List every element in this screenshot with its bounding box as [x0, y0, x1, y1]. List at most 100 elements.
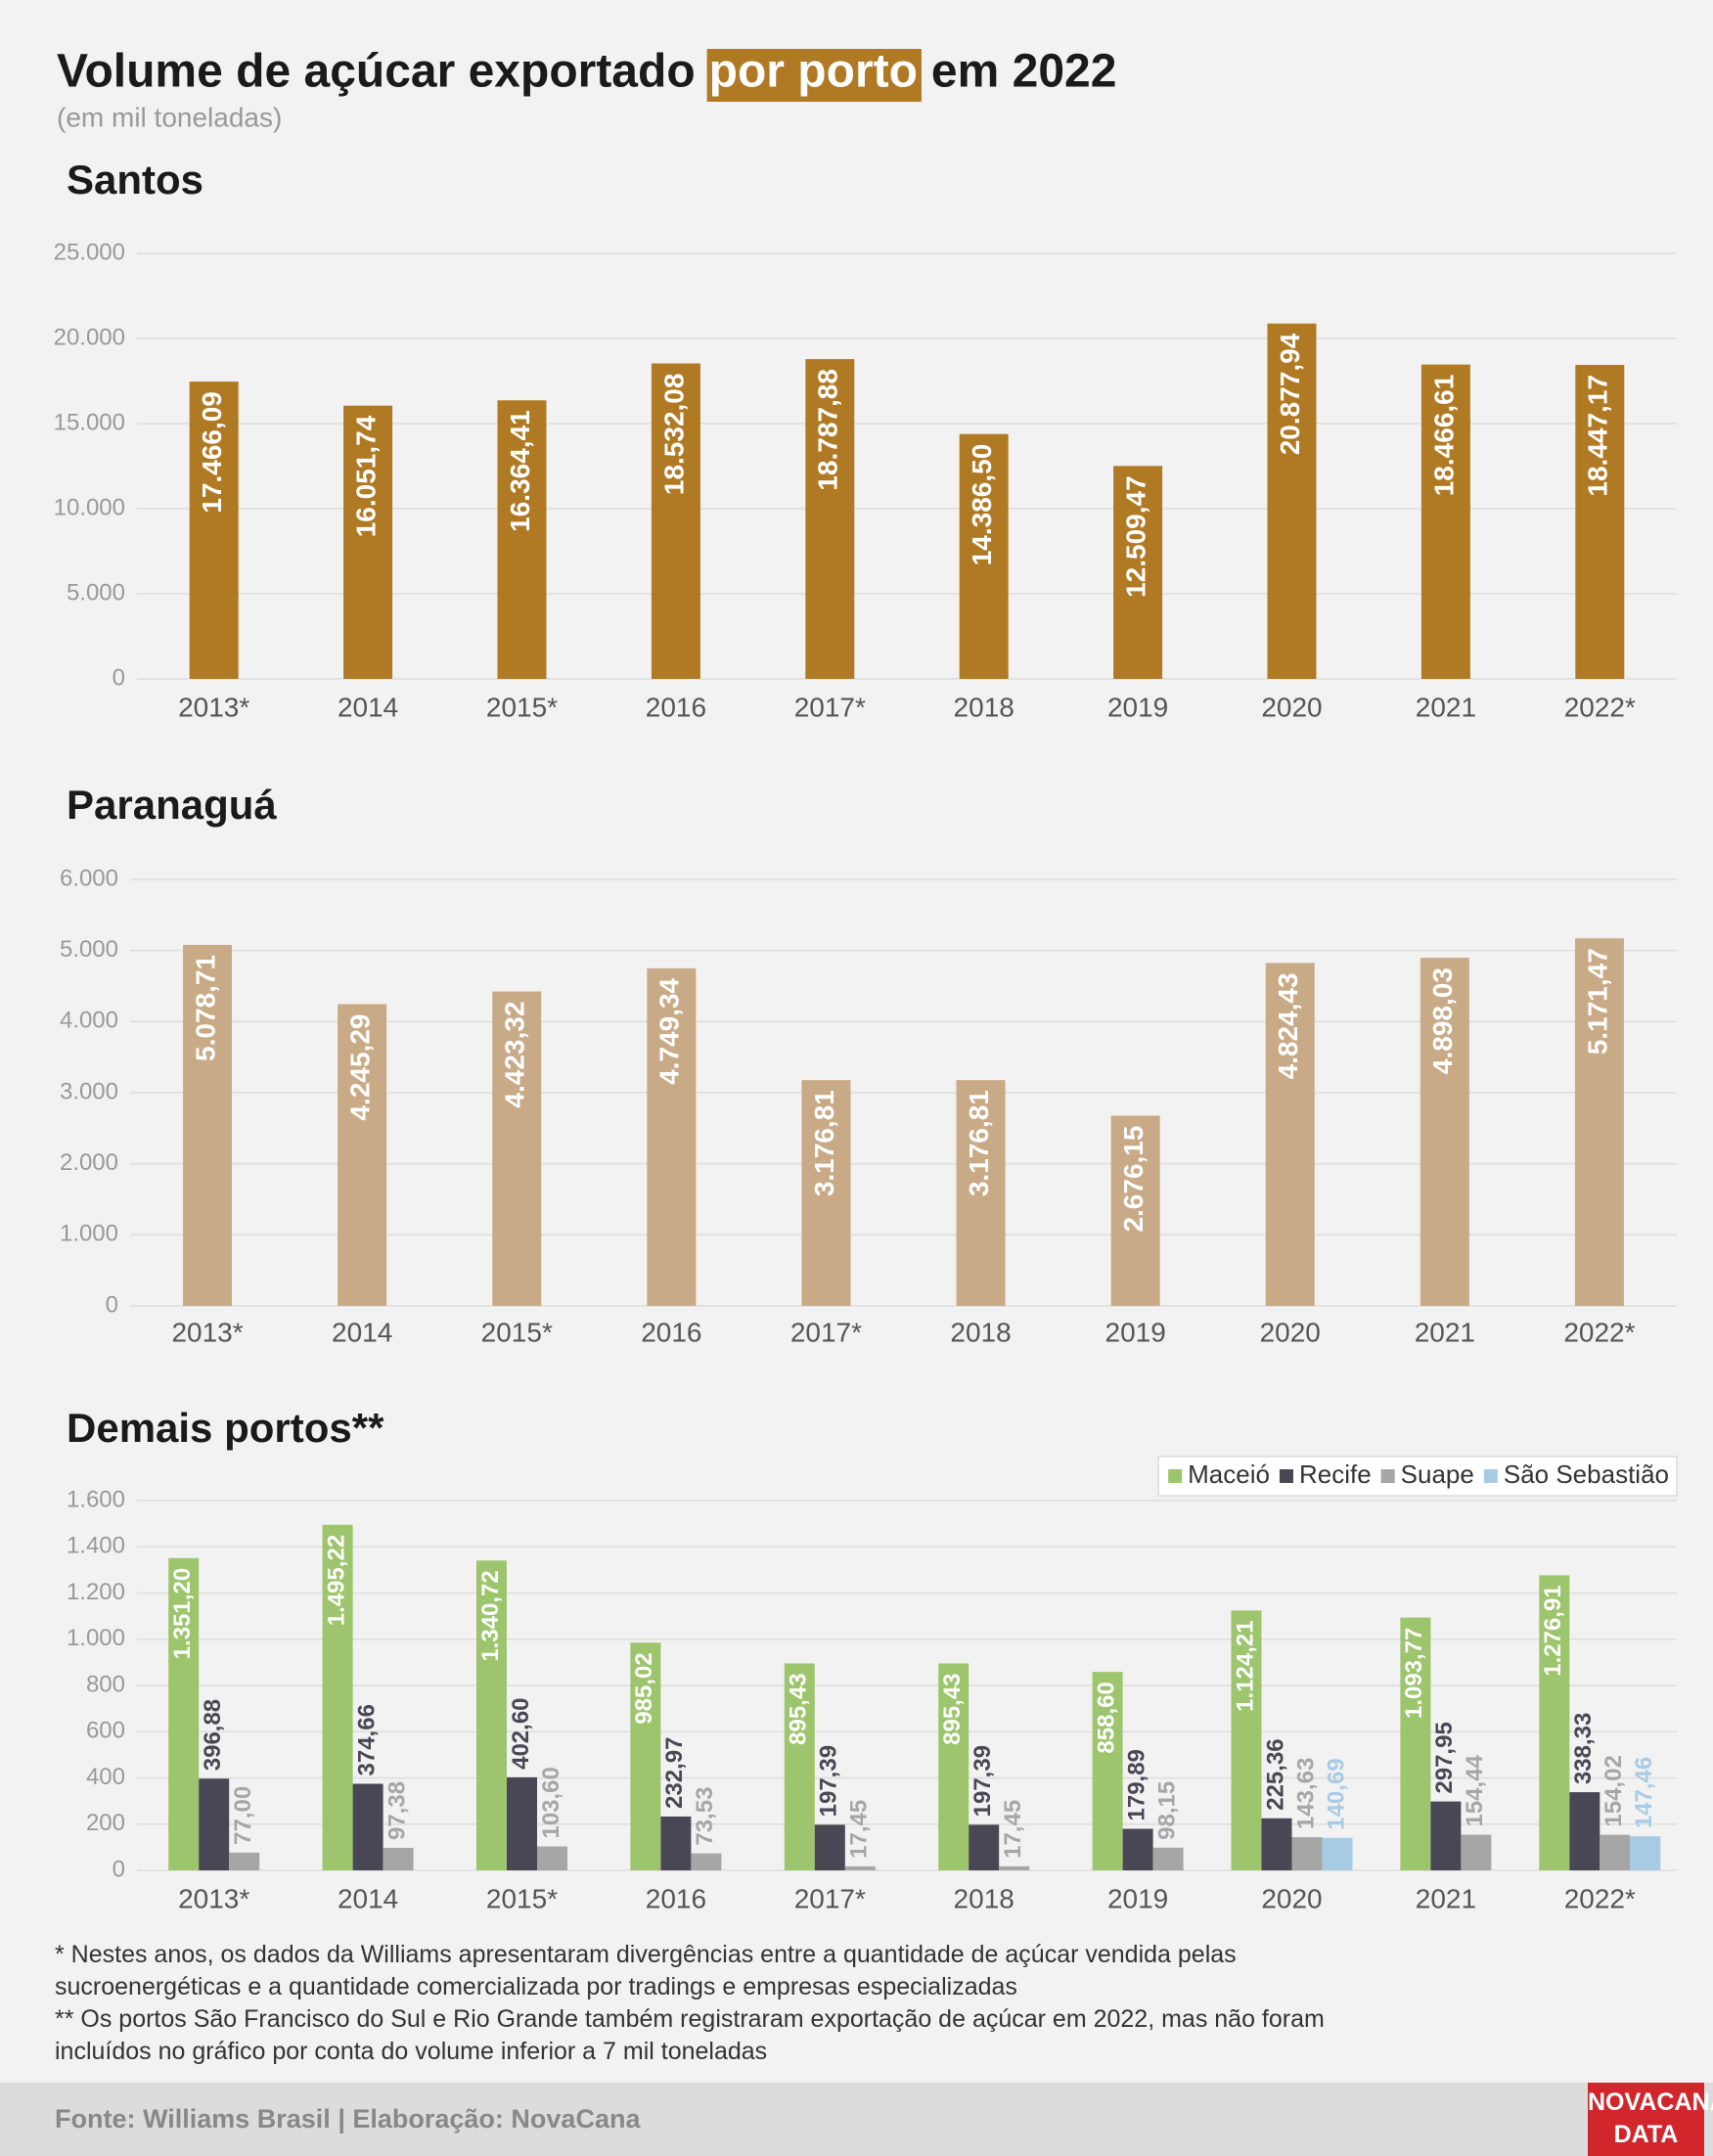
title-part: em 2022	[931, 46, 1117, 98]
value-label: 16.364,41	[505, 410, 535, 532]
value-label: 5.078,71	[190, 955, 220, 1061]
value-label: 197,39	[816, 1745, 842, 1817]
bar	[647, 967, 697, 1306]
value-label: 12.509,47	[1120, 475, 1150, 598]
x-tick-label: 2021	[1415, 1317, 1475, 1347]
bar	[507, 1776, 537, 1870]
bar	[1122, 1828, 1153, 1870]
bar	[476, 1560, 507, 1870]
value-label: 402,60	[508, 1697, 534, 1769]
bar	[1630, 1836, 1661, 1870]
bar	[1261, 1818, 1292, 1870]
y-tick-label: 400	[86, 1764, 125, 1790]
bar	[814, 1824, 845, 1870]
logo: NOVACANA DATA	[1588, 2083, 1713, 2156]
value-label: 140,69	[1323, 1758, 1349, 1829]
y-tick-label: 10.000	[54, 494, 125, 520]
legend-swatch	[1168, 1469, 1183, 1483]
y-tick-label: 1.400	[67, 1533, 125, 1559]
x-tick-label: 2022*	[1564, 1883, 1636, 1913]
subtitle: (em mil toneladas)	[57, 102, 282, 132]
x-tick-label: 2017*	[794, 692, 866, 722]
value-label: 197,39	[969, 1745, 996, 1817]
x-tick-label: 2019	[1107, 692, 1168, 722]
value-label: 98,15	[1153, 1781, 1180, 1840]
x-tick-label: 2014	[332, 1317, 392, 1347]
value-label: 14.386,50	[967, 444, 997, 566]
footer: Fonte: Williams Brasil | Elaboração: Nov…	[0, 2083, 1713, 2156]
bar	[1231, 1610, 1262, 1870]
value-label: 16.051,74	[350, 415, 381, 537]
x-tick-label: 2018	[954, 692, 1014, 722]
y-tick-label: 0	[106, 1291, 118, 1318]
value-label: 297,95	[1431, 1722, 1458, 1793]
y-tick-label: 4.000	[60, 1008, 118, 1034]
bar	[492, 991, 542, 1306]
value-label: 895,43	[786, 1673, 812, 1744]
bar	[1400, 1617, 1431, 1870]
y-tick-label: 200	[86, 1810, 125, 1836]
value-label: 338,33	[1570, 1713, 1597, 1784]
value-label: 4.898,03	[1427, 967, 1458, 1074]
x-tick-label: 2014	[338, 692, 398, 722]
bar	[651, 363, 700, 679]
x-tick-label: 2013*	[171, 1317, 243, 1347]
legend-label: Maceió	[1188, 1460, 1270, 1489]
x-tick-label: 2013*	[178, 1883, 249, 1913]
title-part: por porto	[709, 46, 918, 98]
bar	[844, 1865, 876, 1870]
bar	[1265, 963, 1315, 1306]
value-label: 18.532,08	[658, 374, 689, 496]
value-label: 77,00	[230, 1786, 256, 1845]
bar	[343, 405, 393, 679]
bar	[168, 1557, 200, 1870]
y-tick-label: 600	[86, 1718, 125, 1744]
bar	[630, 1642, 661, 1870]
bar	[1600, 1834, 1631, 1870]
bar	[1092, 1672, 1123, 1870]
bar	[1113, 466, 1163, 679]
x-tick-label: 2018	[954, 1883, 1014, 1913]
value-label: 1.340,72	[477, 1570, 504, 1661]
bar	[1574, 938, 1624, 1306]
bar	[969, 1824, 1000, 1870]
bar	[322, 1524, 353, 1870]
value-label: 1.124,21	[1232, 1620, 1258, 1711]
bar	[784, 1663, 815, 1870]
value-label: 4.824,43	[1273, 972, 1303, 1079]
value-label: 17,45	[1000, 1800, 1026, 1859]
bar	[1110, 1115, 1160, 1306]
bar	[801, 1080, 851, 1306]
y-tick-label: 1.000	[60, 1221, 118, 1247]
x-tick-label: 2015*	[486, 1883, 558, 1913]
footnote: ** Os portos São Francisco do Sul e Rio …	[55, 2005, 1325, 2065]
chart-title: Paranaguá	[67, 782, 277, 828]
y-tick-label: 0	[113, 664, 125, 691]
y-tick-label: 2.000	[60, 1149, 118, 1176]
infographic: Volume de açúcar exportado por porto em 20…	[54, 46, 1678, 1913]
x-tick-label: 2017*	[794, 1883, 866, 1913]
x-tick-label: 2019	[1107, 1883, 1168, 1913]
value-label: 4.749,34	[654, 977, 685, 1084]
x-tick-label: 2022*	[1564, 692, 1636, 722]
value-label: 103,60	[538, 1767, 564, 1838]
y-tick-label: 1.200	[67, 1579, 125, 1605]
value-label: 2.676,15	[1118, 1126, 1149, 1233]
value-label: 97,38	[383, 1781, 410, 1840]
y-tick-label: 0	[113, 1856, 125, 1882]
bar	[1420, 958, 1469, 1306]
bar	[1420, 364, 1470, 679]
value-label: 143,63	[1292, 1758, 1319, 1829]
bar	[1461, 1834, 1492, 1870]
value-label: 20.877,94	[1275, 333, 1305, 455]
bar	[691, 1853, 722, 1870]
bar	[1267, 323, 1317, 679]
x-tick-label: 2019	[1105, 1317, 1166, 1347]
value-label: 1.495,22	[323, 1535, 349, 1626]
bar	[1291, 1837, 1323, 1870]
value-label: 5.171,47	[1582, 948, 1612, 1055]
bar	[1539, 1575, 1570, 1870]
value-label: 147,46	[1631, 1757, 1657, 1828]
y-tick-label: 800	[86, 1671, 125, 1697]
